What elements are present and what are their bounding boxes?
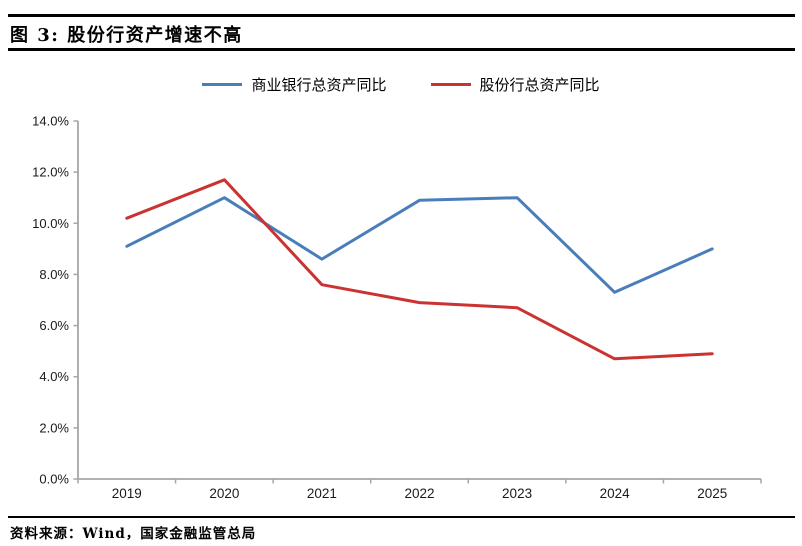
- x-axis-tick-label: 2022: [404, 486, 434, 501]
- source-note: 资料来源：Wind，国家金融监管总局: [10, 526, 257, 542]
- y-axis-tick-label: 12.0%: [32, 165, 69, 180]
- x-axis-tick-label: 2024: [600, 486, 631, 501]
- title-divider-rule: [8, 48, 795, 51]
- y-axis-tick-label: 2.0%: [39, 420, 69, 435]
- series-line-commercial-banks: [125, 196, 714, 294]
- series-line-joint-stock-banks: [125, 178, 714, 361]
- figure-title: 图 3: 股份行资产增速不高: [10, 25, 243, 46]
- x-axis-tick-label: 2023: [502, 486, 532, 501]
- legend-item-commercial-banks: 商业银行总资产同比: [202, 74, 387, 95]
- legend-label-joint-stock-banks: 股份行总资产同比: [479, 76, 600, 94]
- y-axis-tick-label: 8.0%: [39, 267, 69, 282]
- y-axis-tick-label: 0.0%: [39, 472, 69, 487]
- top-rule: [8, 14, 795, 17]
- y-axis-tick-label: 6.0%: [39, 318, 69, 333]
- footer-rule: [8, 516, 795, 518]
- x-axis-tick-label: 2025: [697, 486, 727, 501]
- y-axis-tick-label: 14.0%: [32, 114, 69, 129]
- legend-line-swatch-commercial-banks: [202, 82, 243, 86]
- legend-line-swatch-joint-stock-banks: [430, 82, 471, 86]
- x-axis-tick-label: 2019: [112, 486, 142, 501]
- chart-legend: 商业银行总资产同比 股份行总资产同比: [0, 74, 802, 94]
- y-axis-tick-label: 4.0%: [39, 369, 69, 384]
- y-axis-tick-label: 10.0%: [32, 216, 69, 231]
- legend-item-joint-stock-banks: 股份行总资产同比: [430, 74, 600, 95]
- legend-label-commercial-banks: 商业银行总资产同比: [251, 76, 387, 94]
- x-axis-tick-label: 2020: [209, 486, 239, 501]
- x-axis-tick-label: 2021: [307, 486, 337, 501]
